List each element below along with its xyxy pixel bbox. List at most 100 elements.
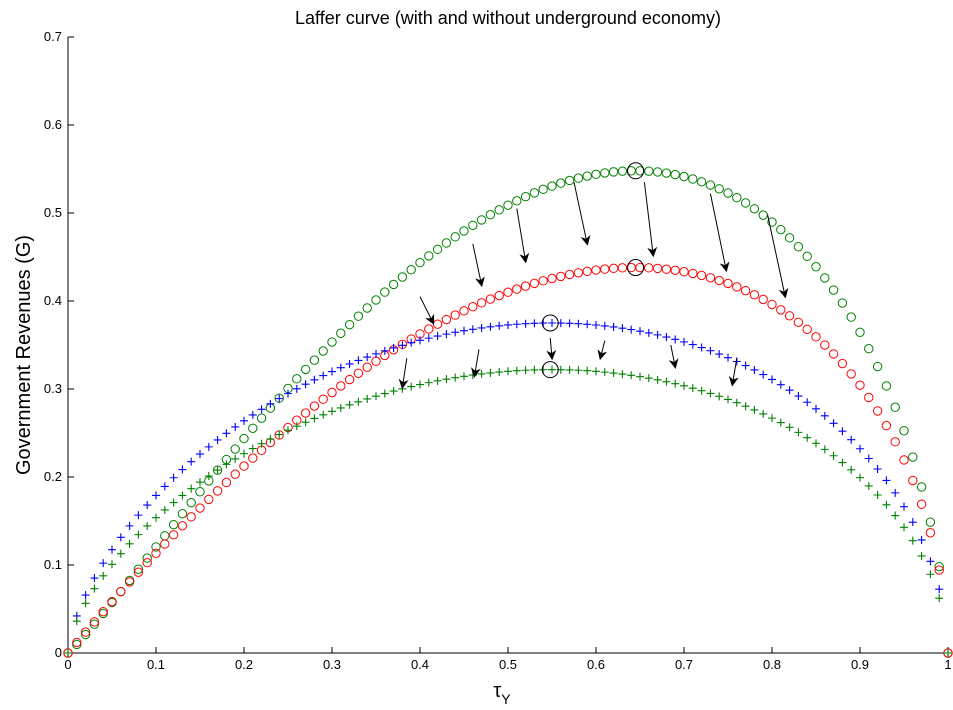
data-point — [565, 319, 574, 328]
data-point — [441, 238, 452, 248]
x-axis-label-subscript: Y — [501, 691, 511, 707]
data-point — [169, 498, 178, 507]
data-point — [212, 486, 223, 496]
data-point — [459, 226, 469, 236]
data-point — [661, 168, 672, 178]
data-point — [204, 472, 213, 481]
data-point — [705, 180, 716, 190]
data-point — [300, 364, 311, 375]
data-point — [784, 233, 795, 243]
data-point — [697, 386, 706, 395]
data-point — [187, 457, 196, 466]
data-point — [257, 405, 266, 414]
data-point — [767, 299, 777, 310]
data-point — [759, 409, 768, 418]
data-point — [565, 365, 574, 374]
annotation-arrow — [597, 340, 608, 361]
data-point — [380, 389, 389, 398]
data-point — [556, 271, 566, 282]
data-point — [741, 402, 750, 411]
data-point — [275, 394, 284, 403]
data-point — [670, 265, 680, 276]
data-point — [380, 346, 389, 355]
data-point — [380, 287, 390, 297]
data-point — [574, 366, 583, 375]
data-point — [714, 275, 724, 286]
data-point — [257, 439, 266, 448]
y-tick-label: 0.6 — [44, 117, 62, 132]
data-point — [89, 619, 100, 629]
data-point — [706, 346, 715, 355]
data-point — [468, 220, 478, 231]
data-point — [864, 392, 874, 403]
data-point — [336, 381, 346, 391]
data-point — [520, 192, 531, 202]
data-point — [679, 267, 689, 277]
data-point — [204, 442, 213, 451]
data-point — [644, 263, 654, 273]
data-point — [186, 497, 196, 508]
data-point — [696, 270, 707, 281]
x-tick-label: 1 — [944, 657, 951, 672]
data-point — [477, 323, 486, 332]
data-point — [538, 184, 548, 195]
data-point — [750, 405, 759, 414]
data-point — [609, 369, 618, 378]
data-point — [838, 458, 847, 467]
data-point — [529, 278, 540, 289]
data-point — [530, 319, 539, 328]
data-point — [354, 356, 363, 365]
data-point — [547, 273, 557, 284]
data-point — [600, 264, 610, 274]
data-point — [256, 413, 267, 423]
data-point — [935, 585, 944, 594]
data-point — [168, 519, 179, 530]
data-point — [636, 327, 644, 336]
y-tick-label: 0.3 — [44, 381, 62, 396]
data-point — [389, 387, 398, 396]
data-point — [881, 420, 892, 431]
data-point — [916, 499, 927, 509]
data-point — [460, 326, 468, 335]
data-point — [442, 330, 451, 339]
data-point — [900, 523, 908, 532]
chart-title: Laffer curve (with and without undergrou… — [295, 8, 721, 28]
data-point — [592, 367, 600, 376]
data-point — [212, 465, 223, 475]
data-point — [72, 617, 81, 626]
data-point — [81, 599, 90, 608]
data-point — [485, 210, 496, 220]
data-point — [872, 361, 883, 372]
data-point — [644, 166, 654, 176]
data-point — [891, 488, 900, 497]
data-point — [820, 340, 830, 350]
data-point — [582, 266, 592, 277]
data-point — [116, 549, 125, 558]
data-point — [503, 200, 513, 210]
data-point — [336, 328, 346, 338]
data-point — [882, 476, 891, 485]
data-point — [459, 306, 469, 316]
data-point — [758, 210, 768, 220]
data-point — [134, 530, 143, 539]
data-point — [925, 517, 936, 527]
data-point — [882, 500, 891, 509]
data-point — [195, 487, 205, 497]
data-point — [168, 530, 179, 540]
data-point — [820, 445, 829, 454]
data-point — [345, 359, 354, 368]
data-point — [248, 423, 258, 434]
data-point — [275, 430, 284, 439]
y-tick-label: 0.2 — [44, 469, 62, 484]
data-point — [794, 392, 803, 401]
data-point — [239, 433, 249, 444]
data-point — [926, 557, 935, 566]
data-point — [292, 374, 302, 384]
data-point — [362, 362, 372, 372]
data-point — [724, 353, 732, 362]
data-point — [230, 469, 240, 479]
data-point — [266, 399, 275, 408]
data-point — [424, 324, 434, 334]
data-point — [600, 368, 609, 377]
data-point — [600, 321, 609, 330]
